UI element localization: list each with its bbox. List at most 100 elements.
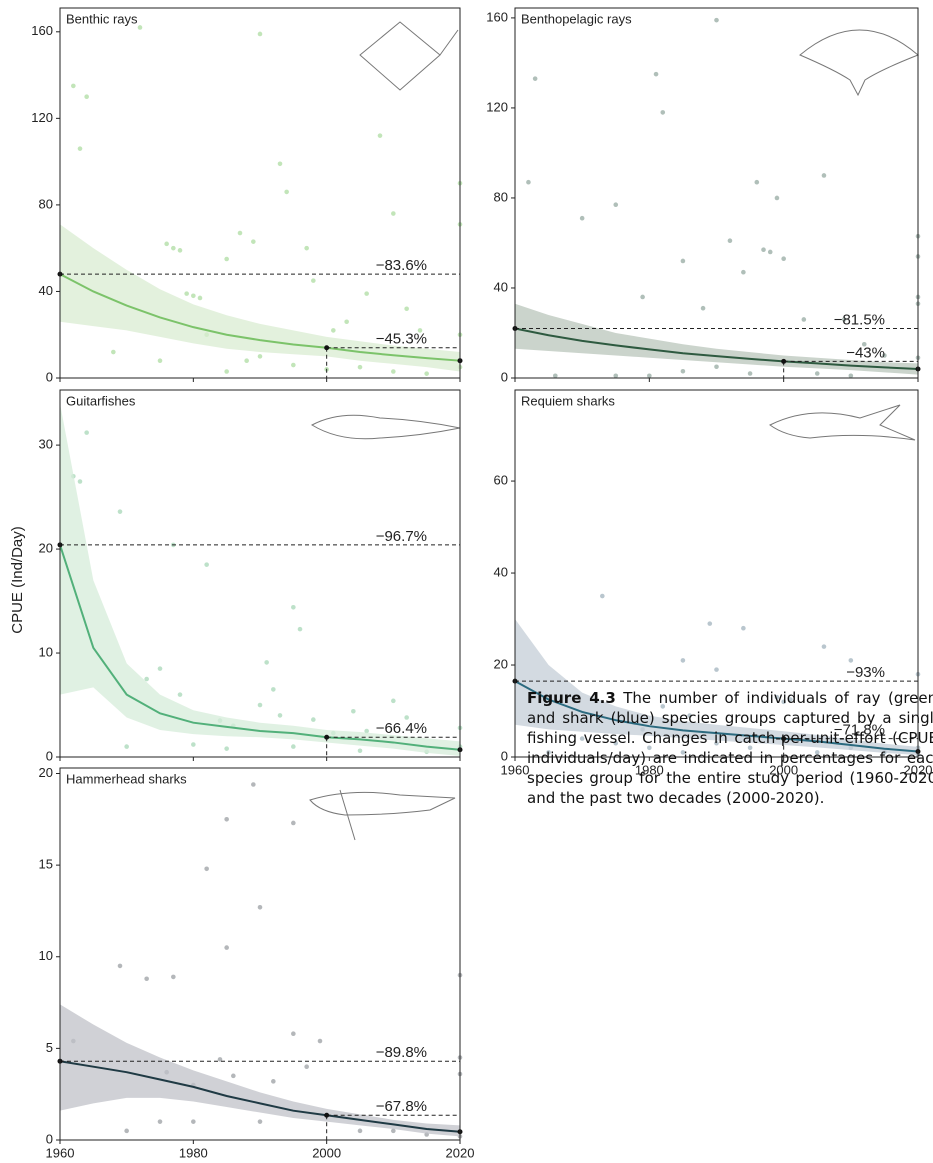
data-point — [714, 18, 719, 23]
reference-point — [781, 359, 786, 364]
data-point — [224, 945, 229, 950]
data-point — [198, 296, 203, 301]
data-point — [707, 621, 712, 626]
data-point — [291, 1031, 296, 1036]
y-tick-label: 40 — [494, 564, 508, 579]
data-point — [224, 369, 229, 374]
change-label: −93% — [846, 664, 885, 681]
data-point — [144, 677, 149, 682]
x-tick-label: 1960 — [501, 762, 530, 777]
data-point — [358, 748, 363, 753]
data-point — [781, 256, 786, 261]
data-point — [118, 509, 123, 514]
data-point — [681, 259, 686, 264]
data-point — [755, 180, 760, 185]
data-point — [264, 660, 269, 665]
data-point — [184, 291, 189, 296]
data-point — [191, 742, 196, 747]
panel-title: Requiem sharks — [521, 393, 615, 408]
y-tick-label: 80 — [39, 196, 53, 211]
change-label: −66.4% — [376, 720, 427, 737]
data-point — [741, 270, 746, 275]
data-point — [391, 1129, 396, 1134]
confidence-band — [60, 224, 460, 371]
data-point — [171, 246, 176, 251]
y-tick-label: 160 — [31, 23, 53, 38]
data-point — [331, 328, 336, 333]
data-point — [258, 1119, 263, 1124]
data-point — [278, 713, 283, 718]
data-point — [244, 358, 249, 363]
data-point — [291, 605, 296, 610]
data-point — [258, 905, 263, 910]
x-tick-label: 2020 — [446, 1145, 475, 1160]
data-point — [251, 782, 256, 787]
data-point — [775, 196, 780, 201]
data-point — [284, 190, 289, 195]
change-label: −96.7% — [376, 528, 427, 545]
x-tick-label: 1960 — [46, 1145, 75, 1160]
data-point — [258, 703, 263, 708]
data-point — [728, 238, 733, 243]
data-point — [424, 371, 429, 376]
data-point — [761, 247, 766, 252]
y-tick-label: 120 — [31, 110, 53, 125]
y-tick-label: 20 — [39, 765, 53, 780]
data-point — [378, 133, 383, 138]
data-point — [849, 373, 854, 378]
data-point — [158, 1119, 163, 1124]
data-point — [741, 626, 746, 631]
data-point — [640, 295, 645, 300]
x-tick-label: 2000 — [312, 1145, 341, 1160]
ray-illustration — [800, 30, 918, 95]
data-point — [224, 746, 229, 751]
data-point — [600, 594, 605, 599]
data-point — [613, 202, 618, 207]
change-label: −43% — [846, 344, 885, 361]
y-tick-label: 0 — [501, 748, 508, 763]
data-point — [271, 1079, 276, 1084]
reference-point — [324, 1113, 329, 1118]
y-tick-label: 10 — [39, 948, 53, 963]
data-point — [654, 72, 659, 77]
data-point — [111, 350, 116, 355]
data-point — [138, 25, 143, 30]
data-point — [391, 211, 396, 216]
data-point — [681, 658, 686, 663]
y-tick-label: 0 — [46, 748, 53, 763]
data-point — [351, 709, 356, 714]
data-point — [822, 644, 827, 649]
data-point — [613, 373, 618, 378]
reference-point — [324, 735, 329, 740]
y-tick-label: 5 — [46, 1040, 53, 1055]
data-point — [238, 231, 243, 236]
change-label: −67.8% — [376, 1098, 427, 1115]
data-point — [204, 562, 209, 567]
y-tick-label: 80 — [494, 189, 508, 204]
data-point — [84, 430, 89, 435]
y-tick-label: 10 — [39, 644, 53, 659]
y-axis-label: CPUE (Ind/Day) — [9, 526, 26, 634]
data-point — [178, 692, 183, 697]
data-point — [714, 364, 719, 369]
panel-title: Guitarfishes — [66, 393, 136, 408]
data-point — [258, 32, 263, 37]
y-tick-label: 160 — [486, 9, 508, 24]
data-point — [304, 246, 309, 251]
reference-point — [324, 345, 329, 350]
data-point — [291, 744, 296, 749]
data-point — [158, 666, 163, 671]
data-point — [311, 717, 316, 722]
data-point — [358, 1129, 363, 1134]
y-tick-label: 40 — [494, 279, 508, 294]
data-point — [178, 248, 183, 253]
data-point — [364, 291, 369, 296]
y-tick-label: 120 — [486, 99, 508, 114]
y-tick-label: 40 — [39, 283, 53, 298]
data-point — [533, 76, 538, 81]
data-point — [311, 278, 316, 283]
figure: CPUE (Ind/Day) −83.6%−45.3%Benthic rays0… — [0, 0, 933, 1163]
y-tick-label: 0 — [501, 369, 508, 384]
data-point — [358, 365, 363, 370]
data-point — [802, 317, 807, 322]
